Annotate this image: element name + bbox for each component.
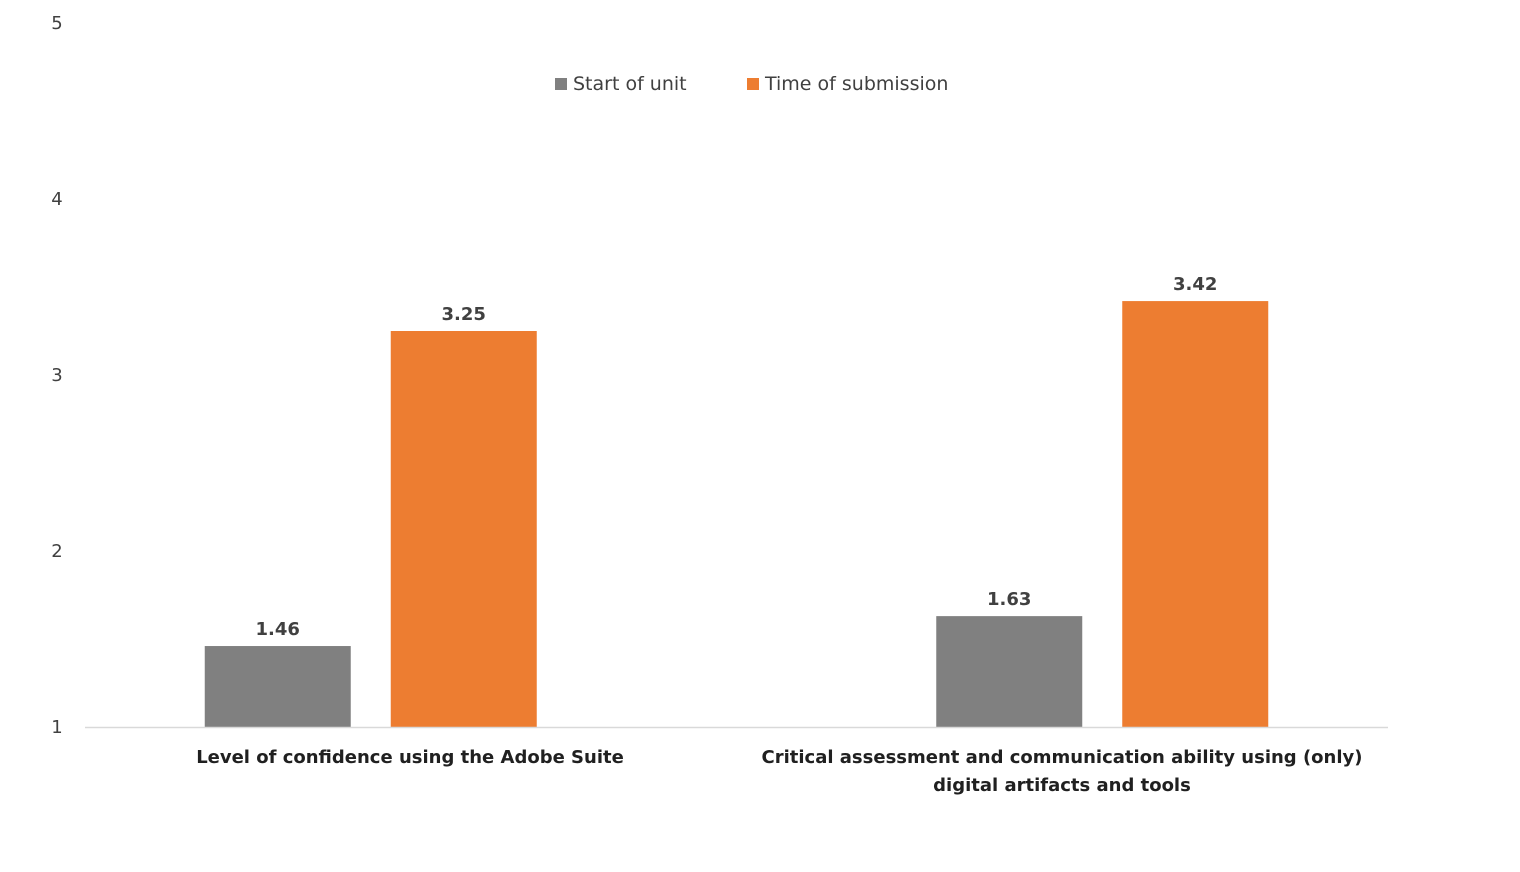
x-category-label-line: Level of confidence using the Adobe Suit…: [196, 747, 624, 768]
bar-time-of-submission: [390, 331, 537, 727]
bar-start-of-unit: [204, 646, 351, 727]
x-category-label: Critical assessment and communication ab…: [762, 747, 1363, 796]
legend-swatch: [747, 78, 759, 90]
bar-start-of-unit: [936, 616, 1083, 727]
x-category-label-line: digital artifacts and tools: [933, 775, 1191, 796]
y-axis: 1 2 3 4 5: [51, 13, 62, 738]
legend: Start of unit Time of submission: [555, 73, 948, 95]
bar-time-of-submission: [1122, 301, 1269, 727]
y-tick-label: 1: [51, 717, 62, 738]
y-tick-label: 3: [51, 365, 62, 386]
category-labels: Level of confidence using the Adobe Suit…: [196, 747, 1362, 796]
x-category-label: Level of confidence using the Adobe Suit…: [196, 747, 624, 768]
y-tick-label: 2: [51, 541, 62, 562]
bar-value-label: 1.46: [256, 619, 300, 640]
y-tick-label: 4: [51, 189, 62, 210]
bar-value-label: 3.25: [442, 304, 486, 325]
bar-value-label: 3.42: [1173, 274, 1217, 295]
legend-item: Time of submission: [747, 73, 948, 95]
legend-label: Start of unit: [573, 73, 687, 95]
bars: 1.46 3.25 1.63 3.42: [204, 274, 1269, 727]
y-tick-label: 5: [51, 13, 62, 34]
legend-label: Time of submission: [764, 73, 948, 95]
legend-item: Start of unit: [555, 73, 687, 95]
x-category-label-line: Critical assessment and communication ab…: [762, 747, 1363, 768]
legend-swatch: [555, 78, 567, 90]
bar-value-label: 1.63: [987, 589, 1031, 610]
